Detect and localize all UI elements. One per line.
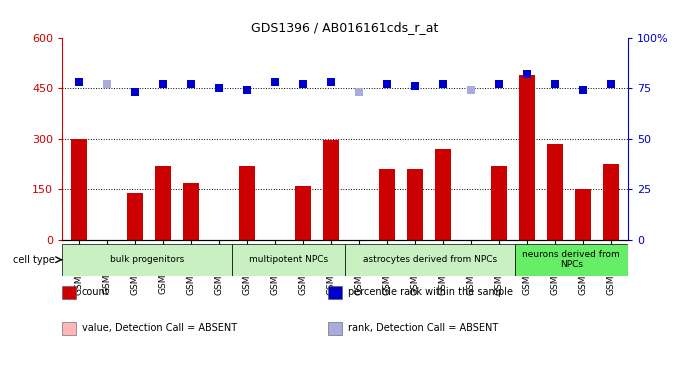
Bar <box>295 186 310 240</box>
Bar <box>435 149 451 240</box>
Bar <box>62 322 76 335</box>
Point <box>606 81 617 87</box>
Bar <box>575 189 591 240</box>
Point <box>409 83 420 89</box>
Point <box>157 81 168 87</box>
Bar <box>603 164 619 240</box>
Point <box>73 79 84 85</box>
Point <box>549 81 560 87</box>
Point <box>522 71 533 77</box>
Point <box>353 89 364 95</box>
Bar <box>62 286 76 299</box>
Bar <box>232 244 345 276</box>
Text: rank, Detection Call = ABSENT: rank, Detection Call = ABSENT <box>348 323 498 333</box>
Text: neurons derived from
NPCs: neurons derived from NPCs <box>522 250 620 269</box>
Title: GDS1396 / AB016161cds_r_at: GDS1396 / AB016161cds_r_at <box>251 21 439 33</box>
Point <box>493 81 504 87</box>
Bar <box>520 75 535 240</box>
Point <box>326 79 337 85</box>
Bar <box>515 244 628 276</box>
Bar <box>547 144 563 240</box>
Text: bulk progenitors: bulk progenitors <box>110 255 184 264</box>
Text: count: count <box>82 287 110 297</box>
Bar <box>155 166 170 240</box>
Bar <box>328 322 342 335</box>
Text: astrocytes derived from NPCs: astrocytes derived from NPCs <box>363 255 497 264</box>
Point <box>382 81 393 87</box>
Bar <box>239 166 255 240</box>
Text: value, Detection Call = ABSENT: value, Detection Call = ABSENT <box>82 323 237 333</box>
Point <box>130 89 141 95</box>
Bar <box>380 169 395 240</box>
Text: multipotent NPCs: multipotent NPCs <box>249 255 328 264</box>
Point <box>241 87 253 93</box>
Text: percentile rank within the sample: percentile rank within the sample <box>348 287 513 297</box>
Point <box>213 85 224 91</box>
Bar <box>127 193 143 240</box>
Text: cell type: cell type <box>13 255 55 265</box>
Point <box>270 79 281 85</box>
Bar <box>324 141 339 240</box>
Point <box>101 81 112 87</box>
Bar <box>71 139 87 240</box>
Bar <box>328 286 342 299</box>
Point <box>466 87 477 93</box>
Bar <box>345 244 515 276</box>
Bar <box>184 183 199 240</box>
Bar <box>62 244 232 276</box>
Bar <box>491 166 506 240</box>
Bar <box>407 169 423 240</box>
Point <box>437 81 448 87</box>
Point <box>186 81 197 87</box>
Point <box>578 87 589 93</box>
Point <box>297 81 308 87</box>
